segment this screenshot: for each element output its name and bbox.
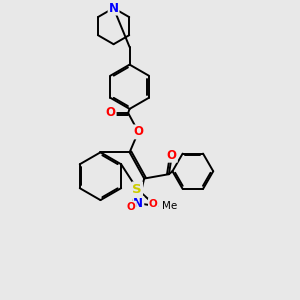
Text: O: O: [106, 106, 116, 119]
Text: N: N: [133, 197, 143, 210]
Text: O: O: [133, 125, 143, 138]
Text: O: O: [167, 149, 177, 162]
Text: Me: Me: [162, 201, 177, 211]
Text: S: S: [132, 182, 142, 196]
Text: N: N: [109, 2, 118, 15]
Text: O: O: [127, 202, 136, 212]
Text: O: O: [149, 199, 158, 208]
